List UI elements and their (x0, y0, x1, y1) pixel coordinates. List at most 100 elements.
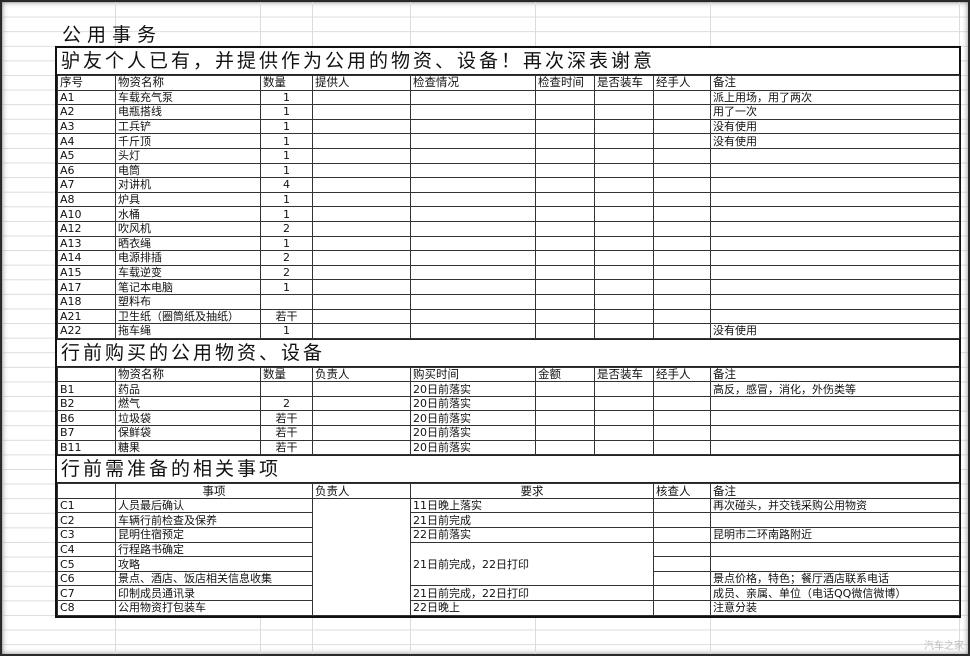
table-cell[interactable] (594, 410, 654, 427)
table-cell[interactable]: B6 (57, 410, 116, 427)
column-header[interactable]: 提供人 (312, 75, 411, 91)
table-cell[interactable]: 没有使用 (710, 323, 960, 339)
table-cell[interactable] (535, 250, 595, 266)
table-cell[interactable] (410, 293, 536, 310)
table-cell[interactable]: 景点价格，特色；餐厅酒店联系电话 (710, 570, 960, 587)
table-cell[interactable] (312, 220, 411, 237)
table-cell[interactable]: 车载逆变 (115, 264, 261, 281)
table-cell[interactable]: C6 (57, 570, 116, 587)
table-cell[interactable]: 22日前落实 (410, 527, 654, 543)
table-cell[interactable] (594, 395, 654, 412)
table-cell[interactable] (594, 206, 654, 222)
table-cell[interactable]: 千斤顶 (115, 133, 261, 149)
table-cell[interactable] (653, 381, 711, 397)
table-cell[interactable] (535, 133, 595, 149)
table-cell[interactable] (410, 308, 536, 325)
table-cell[interactable]: 没有使用 (710, 133, 960, 149)
table-cell[interactable]: 景点、酒店、饭店相关信息收集 (115, 570, 313, 587)
table-cell[interactable] (312, 425, 411, 441)
table-cell[interactable] (653, 585, 711, 601)
table-cell[interactable] (653, 89, 711, 106)
table-cell[interactable] (594, 220, 654, 237)
column-header[interactable]: 负责人 (312, 366, 411, 383)
table-cell[interactable]: 塑料布 (115, 293, 261, 310)
column-header[interactable]: 是否装车 (594, 366, 654, 383)
table-cell[interactable]: 2 (260, 250, 313, 266)
table-cell[interactable] (710, 279, 960, 295)
table-cell[interactable] (653, 235, 711, 252)
requirement-cell[interactable]: 21日前完成，22日打印 (410, 541, 654, 587)
table-cell[interactable] (312, 191, 411, 208)
table-cell[interactable]: B2 (57, 395, 116, 412)
table-cell[interactable]: A14 (57, 250, 116, 266)
table-cell[interactable] (594, 279, 654, 295)
table-cell[interactable] (594, 133, 654, 149)
table-cell[interactable] (653, 570, 711, 587)
table-cell[interactable] (535, 191, 595, 208)
table-cell[interactable] (312, 133, 411, 149)
table-cell[interactable] (535, 293, 595, 310)
table-cell[interactable]: C2 (57, 512, 116, 529)
table-cell[interactable] (410, 191, 536, 208)
table-cell[interactable] (312, 118, 411, 135)
table-cell[interactable]: A1 (57, 89, 116, 106)
column-header[interactable]: 检查时间 (535, 75, 595, 91)
table-cell[interactable]: 工兵铲 (115, 118, 261, 135)
section-c-banner[interactable]: 行前需准备的相关事项 (57, 455, 959, 484)
table-cell[interactable] (312, 264, 411, 281)
table-cell[interactable] (535, 323, 595, 339)
table-cell[interactable]: 燃气 (115, 395, 261, 412)
table-cell[interactable] (653, 191, 711, 208)
table-cell[interactable] (594, 264, 654, 281)
table-cell[interactable] (710, 395, 960, 412)
column-header[interactable]: 备注 (710, 483, 960, 499)
table-cell[interactable]: C5 (57, 556, 116, 572)
table-cell[interactable]: C8 (57, 600, 116, 616)
table-cell[interactable]: 20日前落实 (410, 395, 536, 412)
table-cell[interactable]: 保鲜袋 (115, 425, 261, 441)
column-header[interactable]: 核查人 (653, 483, 711, 499)
table-cell[interactable]: C7 (57, 585, 116, 601)
table-cell[interactable]: 对讲机 (115, 177, 261, 193)
table-cell[interactable] (653, 410, 711, 427)
table-cell[interactable] (710, 410, 960, 427)
table-cell[interactable]: A10 (57, 206, 116, 222)
column-header[interactable] (57, 366, 116, 383)
table-cell[interactable] (410, 279, 536, 295)
table-cell[interactable]: 1 (260, 279, 313, 295)
table-cell[interactable] (653, 439, 711, 456)
table-cell[interactable] (710, 439, 960, 456)
table-cell[interactable] (410, 147, 536, 164)
table-cell[interactable]: 20日前落实 (410, 410, 536, 427)
table-cell[interactable]: 1 (260, 206, 313, 222)
table-cell[interactable]: 电源排插 (115, 250, 261, 266)
table-cell[interactable]: 21日前完成，22日打印 (410, 585, 654, 601)
table-cell[interactable] (653, 147, 711, 164)
table-cell[interactable]: A13 (57, 235, 116, 252)
table-cell[interactable]: 行程路书确定 (115, 541, 313, 558)
table-cell[interactable]: 拖车绳 (115, 323, 261, 339)
table-cell[interactable] (260, 381, 313, 397)
table-cell[interactable] (312, 89, 411, 106)
table-cell[interactable]: A12 (57, 220, 116, 237)
table-cell[interactable] (653, 264, 711, 281)
table-cell[interactable] (312, 235, 411, 252)
table-cell[interactable] (653, 308, 711, 325)
table-cell[interactable] (710, 556, 960, 572)
table-cell[interactable]: 若干 (260, 308, 313, 325)
table-cell[interactable]: C4 (57, 541, 116, 558)
table-cell[interactable] (710, 308, 960, 325)
table-cell[interactable] (312, 206, 411, 222)
table-cell[interactable] (653, 104, 711, 120)
table-cell[interactable]: A21 (57, 308, 116, 325)
table-cell[interactable]: A18 (57, 293, 116, 310)
table-cell[interactable] (594, 235, 654, 252)
table-cell[interactable] (710, 293, 960, 310)
table-cell[interactable]: 没有使用 (710, 118, 960, 135)
table-cell[interactable] (312, 323, 411, 339)
table-cell[interactable]: 再次碰头，并交钱采购公用物资 (710, 497, 960, 514)
table-cell[interactable]: 卫生纸（圈筒纸及抽纸） (115, 308, 261, 325)
table-cell[interactable] (410, 162, 536, 179)
table-cell[interactable]: 电瓶搭线 (115, 104, 261, 120)
table-cell[interactable]: 1 (260, 323, 313, 339)
